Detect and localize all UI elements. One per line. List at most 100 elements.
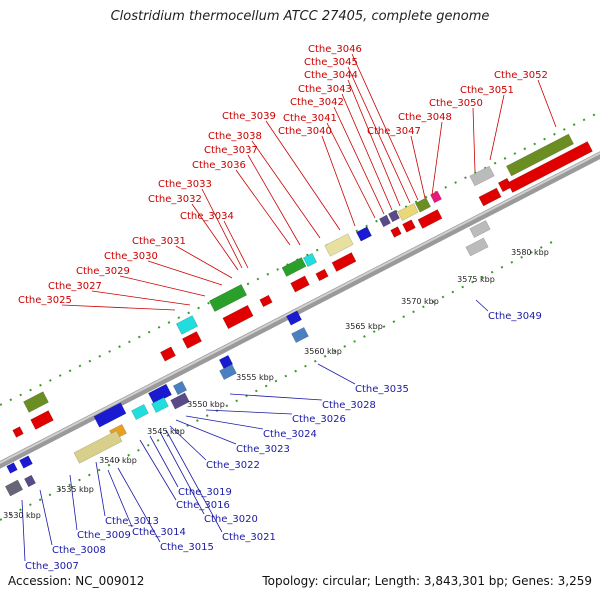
gene-block bbox=[6, 462, 18, 474]
gene-block bbox=[4, 479, 24, 497]
kbp-tick-label: 3570 kbp bbox=[401, 297, 439, 306]
gene-block bbox=[506, 133, 574, 177]
leader-line bbox=[69, 474, 78, 531]
leader-line bbox=[341, 93, 393, 211]
leader-line bbox=[185, 415, 264, 430]
forward-gene-label: Cthe_3036 bbox=[192, 160, 246, 171]
forward-gene-label: Cthe_3027 bbox=[48, 281, 102, 292]
leader-line bbox=[317, 363, 356, 385]
gene-block bbox=[465, 237, 489, 257]
forward-gene-label: Cthe_3034 bbox=[180, 211, 234, 222]
gene-block bbox=[175, 315, 199, 335]
leader-line bbox=[351, 53, 419, 201]
gene-block bbox=[12, 426, 24, 438]
forward-gene-label: Cthe_3039 bbox=[222, 111, 276, 122]
gene-block bbox=[291, 327, 309, 343]
forward-gene-label: Cthe_3030 bbox=[104, 251, 158, 262]
gene-block bbox=[160, 346, 176, 362]
leader-line bbox=[149, 435, 179, 488]
gene-block bbox=[415, 197, 431, 213]
forward-gene-label: Cthe_3031 bbox=[132, 236, 186, 247]
gene-block bbox=[131, 404, 149, 420]
leader-line bbox=[191, 203, 239, 271]
gene-block bbox=[93, 402, 127, 428]
leader-line bbox=[61, 304, 176, 311]
gene-block bbox=[259, 294, 273, 308]
leader-line bbox=[21, 499, 26, 562]
kbp-tick-label: 3580 kbp bbox=[511, 248, 549, 257]
reverse-gene-label: Cthe_3026 bbox=[292, 414, 346, 425]
leader-line bbox=[107, 469, 133, 528]
gene-block bbox=[356, 226, 372, 242]
gene-block bbox=[208, 284, 248, 312]
forward-gene-label: Cthe_3037 bbox=[204, 145, 258, 156]
leader-line bbox=[489, 94, 505, 161]
gene-block bbox=[390, 226, 402, 238]
forward-gene-label: Cthe_3051 bbox=[460, 85, 514, 96]
leader-line bbox=[165, 429, 223, 533]
kbp-tick-label: 3560 kbp bbox=[304, 347, 342, 356]
leader-line bbox=[201, 188, 243, 269]
gene-block bbox=[302, 252, 318, 268]
leader-line bbox=[139, 439, 177, 501]
leader-line bbox=[347, 79, 401, 207]
leader-line bbox=[159, 431, 205, 515]
kbp-tick-label: 3530 kbp bbox=[3, 511, 41, 520]
reverse-gene-label: Cthe_3015 bbox=[160, 542, 214, 553]
kbp-tick-label: 3575 kbp bbox=[457, 275, 495, 284]
forward-gene-label: Cthe_3044 bbox=[304, 70, 358, 81]
gene-block bbox=[469, 165, 495, 187]
gene-block bbox=[315, 268, 329, 282]
gene-block bbox=[19, 455, 33, 469]
genome-backbone-highlight bbox=[0, 152, 600, 464]
kbp-tick-label: 3555 kbp bbox=[236, 373, 274, 382]
gene-block bbox=[222, 304, 254, 330]
gene-block bbox=[24, 474, 36, 488]
gene-block bbox=[219, 364, 237, 380]
reverse-gene-label: Cthe_3020 bbox=[204, 514, 258, 525]
leader-line bbox=[119, 275, 206, 297]
leader-line bbox=[169, 425, 207, 461]
forward-gene-label: Cthe_3033 bbox=[158, 179, 212, 190]
forward-gene-label: Cthe_3040 bbox=[278, 126, 332, 137]
leader-line bbox=[410, 135, 426, 199]
kbp-tick-label: 3535 kbp bbox=[56, 485, 94, 494]
gene-block bbox=[324, 233, 354, 257]
leader-line bbox=[247, 154, 301, 246]
genome-backbone bbox=[0, 151, 600, 469]
leader-line bbox=[235, 169, 291, 246]
reverse-gene-label: Cthe_3007 bbox=[25, 561, 79, 572]
forward-gene-label: Cthe_3052 bbox=[494, 70, 548, 81]
accession-text: Accession: NC_009012 bbox=[8, 574, 145, 588]
gene-block bbox=[23, 391, 49, 413]
reverse-gene-label: Cthe_3023 bbox=[236, 444, 290, 455]
gene-block bbox=[30, 410, 54, 430]
gene-block bbox=[388, 209, 400, 223]
gene-block bbox=[469, 220, 491, 238]
leader-line bbox=[537, 79, 557, 128]
leader-line bbox=[205, 409, 293, 415]
gene-block bbox=[331, 252, 357, 272]
forward-gene-label: Cthe_3025 bbox=[18, 295, 72, 306]
forward-gene-label: Cthe_3046 bbox=[308, 44, 362, 55]
reverse-gene-label: Cthe_3014 bbox=[132, 527, 186, 538]
reverse-gene-label: Cthe_3022 bbox=[206, 460, 260, 471]
leader-line bbox=[321, 135, 356, 227]
forward-gene-label: Cthe_3043 bbox=[298, 84, 352, 95]
forward-gene-label: Cthe_3032 bbox=[148, 194, 202, 205]
reverse-gene-label: Cthe_3028 bbox=[322, 400, 376, 411]
reverse-gene-label: Cthe_3049 bbox=[488, 311, 542, 322]
leader-line bbox=[117, 467, 161, 543]
leader-line bbox=[265, 120, 341, 231]
reverse-gene-label: Cthe_3009 bbox=[77, 530, 131, 541]
gene-block bbox=[281, 257, 307, 277]
leader-line bbox=[175, 245, 233, 279]
topology-summary: Topology: circular; Length: 3,843,301 bp… bbox=[262, 574, 592, 588]
gene-block bbox=[507, 141, 593, 193]
reverse-gene-label: Cthe_3019 bbox=[178, 487, 232, 498]
leader-line bbox=[91, 290, 191, 306]
leader-line bbox=[333, 106, 385, 215]
gene-block bbox=[417, 209, 443, 229]
gene-block bbox=[430, 190, 442, 204]
reverse-gene-label: Cthe_3013 bbox=[105, 516, 159, 527]
